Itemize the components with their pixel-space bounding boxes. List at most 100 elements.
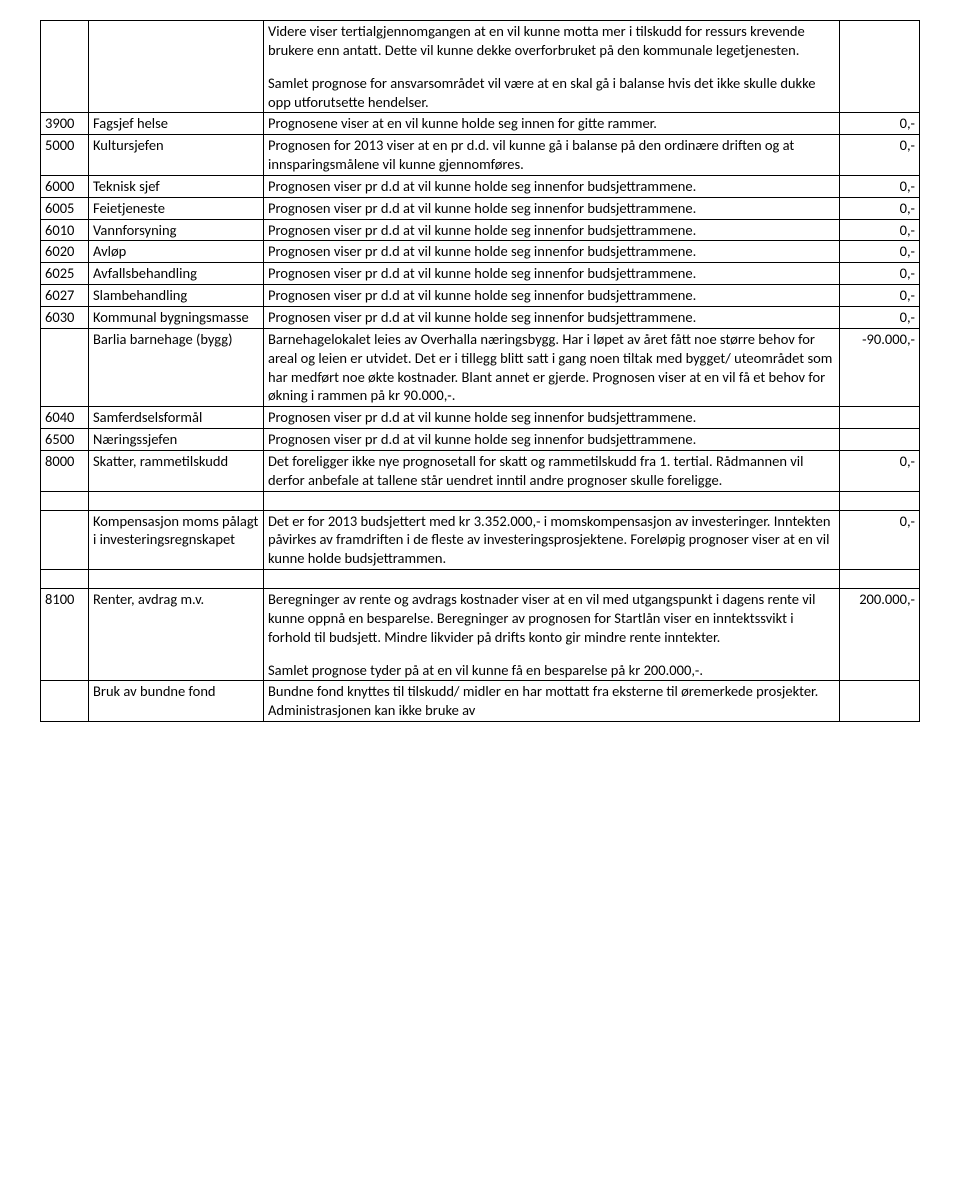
name-cell bbox=[89, 21, 264, 113]
code-cell: 8000 bbox=[41, 450, 89, 491]
value-cell: 0,- bbox=[840, 175, 920, 197]
code-cell: 6030 bbox=[41, 306, 89, 328]
name-cell: Feietjeneste bbox=[89, 197, 264, 219]
code-cell: 6500 bbox=[41, 429, 89, 451]
code-cell: 6025 bbox=[41, 263, 89, 285]
name-cell: Vannforsyning bbox=[89, 219, 264, 241]
name-cell: Teknisk sjef bbox=[89, 175, 264, 197]
name-cell: Skatter, rammetilskudd bbox=[89, 450, 264, 491]
value-cell: -90.000,- bbox=[840, 328, 920, 406]
description-cell: Prognosen viser pr d.d at vil kunne hold… bbox=[264, 285, 840, 307]
value-cell: 200.000,- bbox=[840, 589, 920, 681]
name-cell: Kultursjefen bbox=[89, 135, 264, 176]
value-cell bbox=[840, 681, 920, 722]
code-cell: 6005 bbox=[41, 197, 89, 219]
description-paragraph: Prognosen viser pr d.d at vil kunne hold… bbox=[268, 242, 835, 261]
table-row: 6010VannforsyningPrognosen viser pr d.d … bbox=[41, 219, 920, 241]
budget-table: Videre viser tertialgjennomgangen at en … bbox=[40, 20, 920, 722]
code-cell bbox=[41, 328, 89, 406]
value-cell: 0,- bbox=[840, 113, 920, 135]
description-paragraph: Prognosen viser pr d.d at vil kunne hold… bbox=[268, 430, 835, 449]
description-cell: Prognosen viser pr d.d at vil kunne hold… bbox=[264, 306, 840, 328]
description-paragraph: Prognosen viser pr d.d at vil kunne hold… bbox=[268, 177, 835, 196]
description-cell: Prognosen viser pr d.d at vil kunne hold… bbox=[264, 241, 840, 263]
empty-cell bbox=[840, 570, 920, 589]
value-cell bbox=[840, 21, 920, 113]
empty-cell bbox=[41, 491, 89, 510]
name-cell: Avfallsbehandling bbox=[89, 263, 264, 285]
description-paragraph: Prognosen for 2013 viser at en pr d.d. v… bbox=[268, 136, 835, 174]
description-paragraph: Samlet prognose tyder på at en vil kunne… bbox=[268, 661, 835, 680]
empty-cell bbox=[264, 570, 840, 589]
table-row: 6030Kommunal bygningsmassePrognosen vise… bbox=[41, 306, 920, 328]
empty-cell bbox=[89, 491, 264, 510]
table-row bbox=[41, 570, 920, 589]
value-cell bbox=[840, 429, 920, 451]
value-cell: 0,- bbox=[840, 306, 920, 328]
value-cell: 0,- bbox=[840, 285, 920, 307]
table-row: 8000Skatter, rammetilskuddDet foreligger… bbox=[41, 450, 920, 491]
description-cell: Videre viser tertialgjennomgangen at en … bbox=[264, 21, 840, 113]
description-paragraph: Prognosen viser pr d.d at vil kunne hold… bbox=[268, 221, 835, 240]
table-row: 5000KultursjefenPrognosen for 2013 viser… bbox=[41, 135, 920, 176]
description-cell: Det foreligger ikke nye prognosetall for… bbox=[264, 450, 840, 491]
name-cell: Bruk av bundne fond bbox=[89, 681, 264, 722]
empty-cell bbox=[89, 570, 264, 589]
code-cell bbox=[41, 21, 89, 113]
empty-cell bbox=[264, 491, 840, 510]
name-cell: Kompensasjon moms pålagt i investeringsr… bbox=[89, 510, 264, 570]
description-cell: Prognosene viser at en vil kunne holde s… bbox=[264, 113, 840, 135]
description-cell: Barnehagelokalet leies av Overhalla næri… bbox=[264, 328, 840, 406]
table-row: 6005FeietjenestePrognosen viser pr d.d a… bbox=[41, 197, 920, 219]
name-cell: Avløp bbox=[89, 241, 264, 263]
description-cell: Prognosen viser pr d.d at vil kunne hold… bbox=[264, 219, 840, 241]
description-paragraph: Videre viser tertialgjennomgangen at en … bbox=[268, 22, 835, 60]
description-cell: Prognosen viser pr d.d at vil kunne hold… bbox=[264, 407, 840, 429]
description-paragraph: Samlet prognose for ansvarsområdet vil v… bbox=[268, 74, 835, 112]
empty-cell bbox=[41, 570, 89, 589]
code-cell: 8100 bbox=[41, 589, 89, 681]
table-row: 6025AvfallsbehandlingPrognosen viser pr … bbox=[41, 263, 920, 285]
value-cell: 0,- bbox=[840, 197, 920, 219]
code-cell: 6010 bbox=[41, 219, 89, 241]
table-row: 6000Teknisk sjefPrognosen viser pr d.d a… bbox=[41, 175, 920, 197]
name-cell: Slambehandling bbox=[89, 285, 264, 307]
table-row: Bruk av bundne fondBundne fond knyttes t… bbox=[41, 681, 920, 722]
value-cell: 0,- bbox=[840, 450, 920, 491]
value-cell: 0,- bbox=[840, 219, 920, 241]
value-cell bbox=[840, 407, 920, 429]
description-cell: Beregninger av rente og avdrags kostnade… bbox=[264, 589, 840, 681]
description-cell: Bundne fond knyttes til tilskudd/ midler… bbox=[264, 681, 840, 722]
table-row: 6020AvløpPrognosen viser pr d.d at vil k… bbox=[41, 241, 920, 263]
table-row: 6500NæringssjefenPrognosen viser pr d.d … bbox=[41, 429, 920, 451]
name-cell: Fagsjef helse bbox=[89, 113, 264, 135]
value-cell: 0,- bbox=[840, 263, 920, 285]
description-paragraph: Prognosen viser pr d.d at vil kunne hold… bbox=[268, 286, 835, 305]
description-cell: Prognosen viser pr d.d at vil kunne hold… bbox=[264, 197, 840, 219]
description-cell: Prognosen viser pr d.d at vil kunne hold… bbox=[264, 263, 840, 285]
description-cell: Det er for 2013 budsjettert med kr 3.352… bbox=[264, 510, 840, 570]
code-cell: 5000 bbox=[41, 135, 89, 176]
description-paragraph: Prognosen viser pr d.d at vil kunne hold… bbox=[268, 199, 835, 218]
table-row: 8100Renter, avdrag m.v.Beregninger av re… bbox=[41, 589, 920, 681]
code-cell: 6000 bbox=[41, 175, 89, 197]
description-paragraph: Beregninger av rente og avdrags kostnade… bbox=[268, 590, 835, 647]
description-cell: Prognosen viser pr d.d at vil kunne hold… bbox=[264, 175, 840, 197]
table-row bbox=[41, 491, 920, 510]
table-row: 3900Fagsjef helsePrognosene viser at en … bbox=[41, 113, 920, 135]
description-paragraph: Prognosen viser pr d.d at vil kunne hold… bbox=[268, 308, 835, 327]
table-row: 6040SamferdselsformålPrognosen viser pr … bbox=[41, 407, 920, 429]
table-row: Barlia barnehage (bygg)Barnehagelokalet … bbox=[41, 328, 920, 406]
code-cell: 6040 bbox=[41, 407, 89, 429]
description-paragraph: Det foreligger ikke nye prognosetall for… bbox=[268, 452, 835, 490]
description-cell: Prognosen for 2013 viser at en pr d.d. v… bbox=[264, 135, 840, 176]
code-cell: 6027 bbox=[41, 285, 89, 307]
name-cell: Renter, avdrag m.v. bbox=[89, 589, 264, 681]
description-paragraph: Prognosen viser pr d.d at vil kunne hold… bbox=[268, 264, 835, 283]
name-cell: Kommunal bygningsmasse bbox=[89, 306, 264, 328]
code-cell bbox=[41, 681, 89, 722]
value-cell: 0,- bbox=[840, 135, 920, 176]
code-cell: 6020 bbox=[41, 241, 89, 263]
table-row: Kompensasjon moms pålagt i investeringsr… bbox=[41, 510, 920, 570]
description-cell: Prognosen viser pr d.d at vil kunne hold… bbox=[264, 429, 840, 451]
